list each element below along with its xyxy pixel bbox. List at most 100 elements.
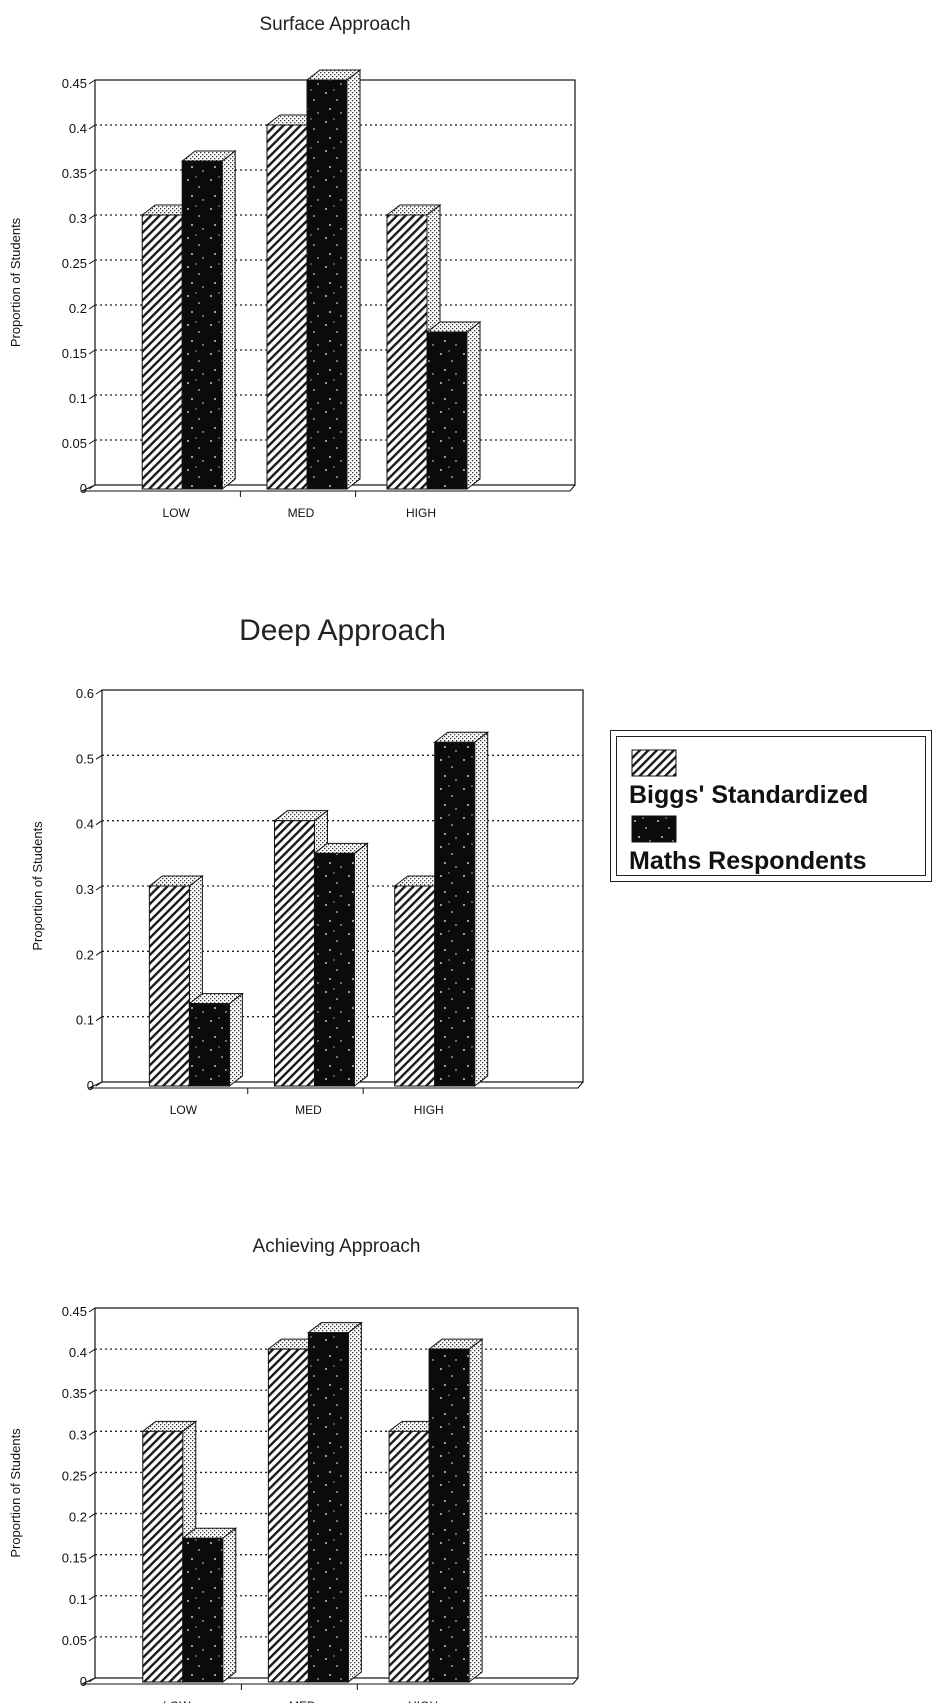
x-tick-label-low: LOW <box>170 1103 198 1117</box>
y-tick-mark <box>95 950 103 956</box>
y-tick-label: 0.35 <box>62 166 87 181</box>
y-tick-label: 0.05 <box>62 436 87 451</box>
bar-side <box>346 68 361 491</box>
bar-side <box>353 842 368 1088</box>
y-tick-mark <box>88 214 96 220</box>
y-tick-label: 0.05 <box>62 1633 87 1648</box>
y-tick-label: 0.35 <box>62 1386 87 1401</box>
chart-title: Deep Approach <box>239 614 446 647</box>
y-tick-mark <box>88 304 96 310</box>
y-tick-label: 0.2 <box>76 947 94 962</box>
y-tick-mark <box>88 349 96 355</box>
bar-low-series-1 <box>147 874 204 1088</box>
bar-front <box>307 1332 349 1683</box>
y-tick-label: 0.1 <box>69 391 87 406</box>
plot-floor <box>82 484 576 492</box>
y-tick-label: 0 <box>80 1674 87 1689</box>
bar-side <box>466 320 481 491</box>
y-tick-label: 0.4 <box>76 817 94 832</box>
y-tick-mark <box>88 79 96 85</box>
y-axis-label: Proportion of Students <box>30 821 45 951</box>
bar-front <box>267 1348 309 1683</box>
y-tick-label: 0.6 <box>76 686 94 701</box>
y-tick-mark <box>88 1595 96 1601</box>
y-axis-label: Proportion of Students <box>8 1428 23 1558</box>
chart-legend: Biggs' Standardized Maths Respondents <box>610 730 932 882</box>
chart-title: Surface Approach <box>259 14 410 35</box>
y-tick-mark <box>95 689 103 695</box>
y-axis-label: Proportion of Students <box>8 217 23 347</box>
x-tick-label-high: HIGH <box>408 1699 438 1703</box>
y-tick-label: 0.4 <box>69 1345 87 1360</box>
bar-front <box>148 885 190 1087</box>
y-tick-mark <box>88 439 96 445</box>
y-tick-mark <box>88 1389 96 1395</box>
y-tick-label: 0.15 <box>62 1551 87 1566</box>
y-tick-mark <box>95 885 103 891</box>
bar-med-series-2 <box>312 842 369 1088</box>
y-tick-mark <box>88 1307 96 1313</box>
bar-front <box>181 160 223 490</box>
y-tick-mark <box>88 1513 96 1518</box>
y-tick-mark <box>88 1636 96 1642</box>
x-tick-label-med: MED <box>295 1103 322 1117</box>
bar-front <box>142 1430 184 1683</box>
y-tick-mark <box>88 1554 96 1560</box>
chart-2: Deep Approach Proportion of Students 0 0.1 0… <box>30 614 584 1117</box>
legend-inner-frame <box>616 736 926 876</box>
bar-high-series-2 <box>425 320 482 491</box>
x-tick-label-low: LOW <box>163 1699 191 1703</box>
x-tick-label-high: HIGH <box>406 506 436 520</box>
bar-front <box>428 1348 470 1683</box>
bar-front <box>266 124 308 490</box>
legend-label-biggs: Biggs' Standardized <box>629 781 869 809</box>
bar-side <box>228 992 243 1088</box>
bar-side <box>474 731 489 1088</box>
plot-floor <box>89 1081 584 1089</box>
y-tick-label: 0.25 <box>62 256 87 271</box>
y-tick-label: 0.1 <box>76 1013 94 1028</box>
y-tick-mark <box>88 1430 96 1436</box>
y-tick-mark <box>88 394 96 400</box>
bar-front <box>182 1537 224 1683</box>
legend-label-maths: Maths Respondents <box>629 847 867 875</box>
bar-low-series-2 <box>180 149 237 491</box>
y-tick-label: 0 <box>87 1078 94 1093</box>
bar-low-series-2 <box>181 1527 238 1684</box>
bar-med-series-2 <box>306 1321 363 1684</box>
y-tick-label: 0.4 <box>69 121 87 136</box>
legend-swatch-maths <box>631 815 677 843</box>
x-tick-label-med: MED <box>289 1699 316 1703</box>
bar-side <box>222 1527 237 1684</box>
bar-med-series-2 <box>305 68 362 491</box>
bar-front <box>426 331 468 490</box>
y-tick-mark <box>95 754 103 760</box>
x-tick-label-med: MED <box>288 506 315 520</box>
y-tick-label: 0.3 <box>76 882 94 897</box>
bar-front <box>188 1003 230 1087</box>
bar-front <box>313 852 355 1087</box>
y-tick-mark <box>88 1677 96 1683</box>
bar-high-series-2 <box>427 1338 484 1684</box>
y-tick-label: 0.15 <box>62 346 87 361</box>
y-tick-label: 0.45 <box>62 1304 87 1319</box>
y-tick-label: 0.2 <box>69 1510 87 1525</box>
bar-high-series-2 <box>433 731 490 1088</box>
plot-floor <box>82 1677 579 1685</box>
y-tick-label: 0.3 <box>69 211 87 226</box>
bar-front <box>141 214 183 490</box>
y-tick-label: 0.25 <box>62 1468 87 1483</box>
bar-front <box>394 885 436 1087</box>
chart-3: Achieving Approach Proportion of Students… <box>8 1236 579 1703</box>
y-tick-mark <box>95 1016 103 1022</box>
bar-side <box>468 1338 483 1684</box>
bar-side <box>221 149 236 491</box>
y-tick-mark <box>88 1348 96 1354</box>
y-tick-mark <box>95 1081 103 1087</box>
y-tick-label: 0.1 <box>69 1592 87 1607</box>
y-tick-label: 0.3 <box>69 1427 87 1442</box>
y-tick-label: 0.45 <box>62 76 87 91</box>
y-tick-mark <box>88 484 96 490</box>
bar-front <box>386 214 428 490</box>
